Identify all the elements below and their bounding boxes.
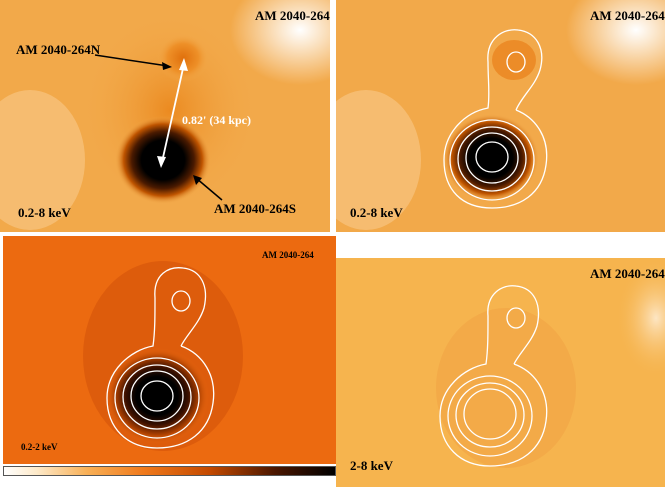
image-panel-broad-contours: AM 2040-264 0.2-8 keV: [336, 0, 665, 232]
panel-title: AM 2040-264: [590, 266, 665, 281]
separation-arrow-top: [179, 58, 188, 71]
contour-ring-3: [447, 375, 533, 457]
contour-north-inner: [171, 290, 191, 312]
contour-outer: [439, 315, 548, 467]
contours: [106, 267, 215, 449]
contour-north-inner: [506, 51, 526, 73]
contour-north-outer: [487, 285, 540, 365]
arrow-south-head: [193, 175, 202, 185]
north-source: [492, 40, 536, 80]
image-panel-soft: AM 2040-264 0.2-2 keV: [3, 236, 336, 464]
bright-corner-glow: [566, 0, 665, 85]
contour-ring-2: [457, 126, 527, 192]
image-panel-broad-annotated: AM 2040-264 AM 2040-264N 0.82' (34 kpc) …: [0, 0, 330, 232]
separation-arrow-bottom: [157, 156, 166, 168]
contour-ring-2: [122, 364, 192, 430]
separation-line: [161, 63, 185, 163]
band-label: 0.2-2 keV: [21, 442, 58, 452]
contour-ring-3: [449, 119, 535, 201]
panel-title: AM 2040-264: [590, 8, 665, 23]
contour-ring-3: [114, 357, 200, 439]
colorbar: [3, 466, 336, 476]
faint-emission: [436, 308, 576, 468]
contour-ring-2: [455, 382, 525, 448]
arrow-north-head: [162, 62, 172, 70]
north-source: [157, 34, 209, 82]
south-label: AM 2040-264S: [214, 201, 296, 216]
contour-north-outer: [154, 267, 207, 347]
xray-image-broad: [0, 0, 330, 232]
contour-ring-1: [463, 388, 517, 440]
xray-image-broad-contoured: [336, 0, 665, 232]
south-source-core: [105, 348, 209, 444]
north-label: AM 2040-264N: [16, 42, 101, 57]
panel-title: AM 2040-264: [255, 8, 330, 23]
contours: [443, 29, 548, 209]
contour-core: [140, 380, 174, 412]
contour-core: [475, 141, 509, 173]
xray-image-hard: [336, 258, 665, 487]
contour-north-outer: [487, 29, 543, 111]
contour-ring-1: [130, 370, 184, 422]
contour-ring-1: [465, 132, 519, 184]
contour-outer: [106, 297, 215, 449]
arrow-north-pointer: [94, 54, 169, 67]
band-label: 0.2-8 keV: [18, 205, 71, 220]
bright-right-edge: [616, 258, 665, 378]
image-panel-hard: AM 2040-264 2-8 keV: [336, 258, 665, 487]
diffuse-light-left: [0, 90, 85, 230]
contour-outer: [443, 61, 548, 209]
band-label: 0.2-8 keV: [350, 205, 403, 220]
panel-title: AM 2040-264: [262, 250, 314, 260]
xray-image-soft: [3, 236, 336, 464]
contours: [439, 285, 548, 467]
arrow-south-pointer: [195, 177, 223, 201]
band-label: 2-8 keV: [350, 458, 393, 473]
contour-north-inner: [506, 307, 526, 329]
separation-label: 0.82' (34 kpc): [182, 113, 251, 127]
bright-corner-glow: [230, 0, 330, 85]
diffuse-light-left: [336, 90, 421, 230]
